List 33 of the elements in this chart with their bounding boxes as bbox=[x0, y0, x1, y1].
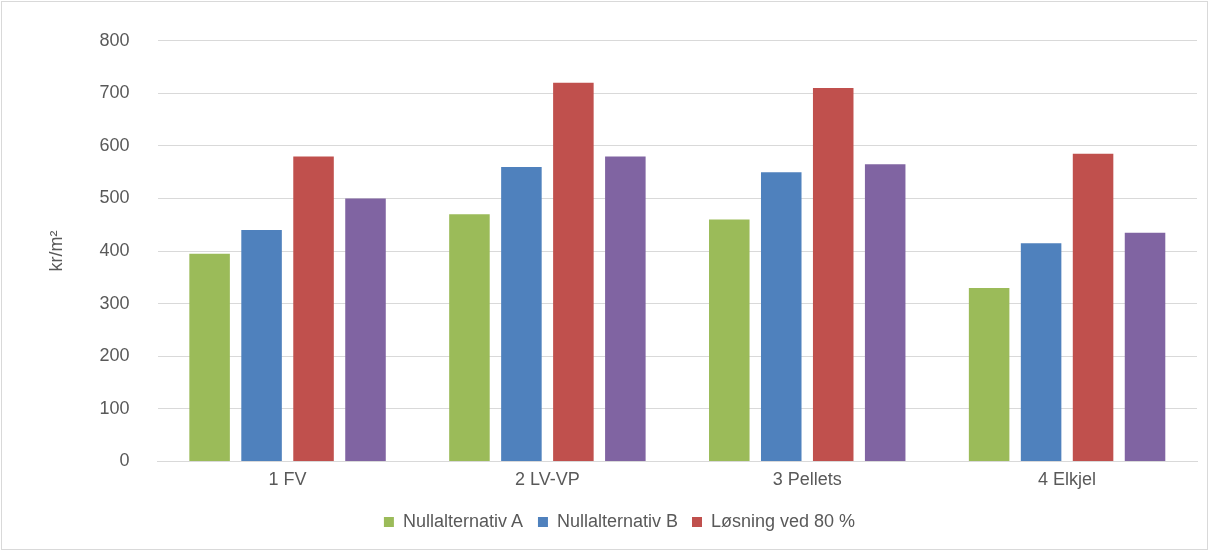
bar bbox=[345, 198, 386, 461]
bar bbox=[449, 214, 490, 461]
y-tick-label: 600 bbox=[99, 134, 130, 155]
x-tick-label: 2 LV-VP bbox=[515, 469, 580, 490]
bar bbox=[605, 156, 646, 461]
y-tick-label: 200 bbox=[99, 345, 130, 366]
y-axis-title: kr/m² bbox=[45, 230, 66, 272]
bar bbox=[1124, 232, 1166, 461]
bar bbox=[864, 164, 906, 461]
y-tick-label: 300 bbox=[99, 292, 130, 313]
bar bbox=[709, 219, 750, 461]
bar bbox=[812, 88, 854, 461]
x-tick-label: 1 FV bbox=[268, 469, 307, 490]
bar bbox=[553, 82, 594, 461]
x-tick-label: 3 Pellets bbox=[772, 469, 842, 490]
y-tick-label: 0 bbox=[119, 450, 130, 471]
y-tick-label: 100 bbox=[99, 397, 130, 418]
legend-label: Løsning ved 80 % bbox=[711, 510, 856, 531]
y-tick-label: 500 bbox=[99, 187, 130, 208]
legend-label: Nullalternativ A bbox=[402, 510, 523, 531]
y-tick-label: 800 bbox=[99, 29, 130, 50]
bar bbox=[189, 253, 230, 461]
bar bbox=[968, 287, 1010, 461]
bar bbox=[1020, 243, 1062, 461]
bar bbox=[293, 156, 334, 461]
bar bbox=[1072, 153, 1114, 461]
bar bbox=[501, 166, 542, 461]
legend-label: Nullalternativ B bbox=[556, 510, 679, 531]
y-tick-label: 700 bbox=[99, 82, 130, 103]
bar bbox=[760, 172, 802, 461]
x-tick-label: 4 Elkjel bbox=[1038, 469, 1097, 490]
bar bbox=[241, 230, 282, 461]
y-tick-label: 400 bbox=[99, 240, 130, 261]
